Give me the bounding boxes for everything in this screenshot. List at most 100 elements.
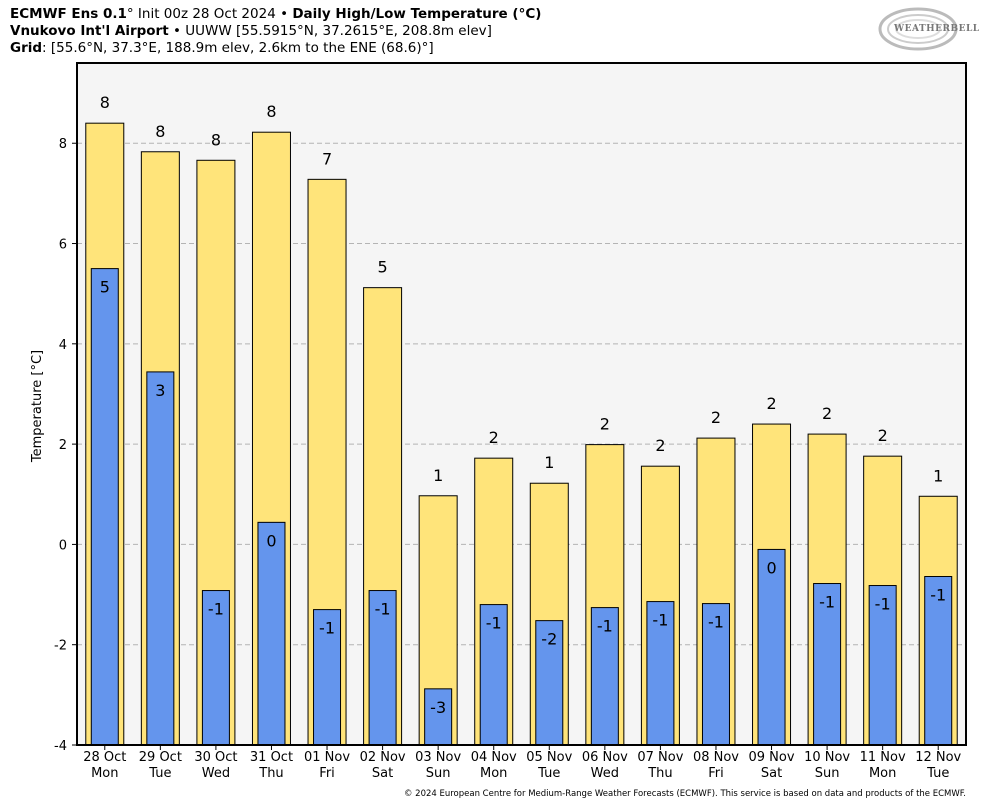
x-tick-label-date: 04 Nov [471, 750, 517, 765]
low-temp-label: -1 [652, 611, 668, 630]
x-tick-label-day: Thu [258, 766, 283, 781]
logo-text: WEATHERBELL [894, 24, 980, 34]
station-name: Vnukovo Int'l Airport [10, 23, 169, 39]
low-temp-label: -1 [319, 619, 335, 638]
x-tick-label-day: Sat [761, 766, 782, 781]
degree-symbol: ° [126, 6, 134, 22]
x-tick-label-date: 01 Nov [304, 750, 350, 765]
x-tick-label-date: 29 Oct [139, 750, 182, 765]
weatherbell-swirl-logo-icon [878, 7, 958, 51]
low-temp-label: 3 [155, 381, 165, 400]
grid-info: : [55.6°N, 37.3°E, 188.9m elev, 2.6km to… [42, 40, 434, 56]
low-temp-label: 0 [766, 558, 776, 577]
plot-frame [76, 62, 967, 746]
y-tick-label: -4 [54, 739, 67, 754]
chart-title: Daily High/Low Temperature (°C) [292, 6, 542, 22]
x-tick-label-day: Fri [708, 766, 724, 781]
y-tick-label: 4 [59, 338, 67, 353]
low-temp-label: -1 [597, 617, 613, 636]
high-temp-label: 2 [600, 415, 610, 434]
high-temp-label: 8 [100, 93, 110, 112]
low-temp-bar [257, 521, 286, 746]
low-temp-bar [590, 607, 619, 746]
station-info: • UUWW [55.5915°N, 37.2615°E, 208.8m ele… [168, 23, 492, 39]
low-temp-bar [646, 601, 675, 746]
chart-header-line-3: Grid: [55.6°N, 37.3°E, 188.9m elev, 2.6k… [10, 40, 434, 57]
low-temp-bar [535, 620, 564, 746]
y-tick-label: 2 [59, 438, 67, 453]
low-temp-bar [424, 688, 453, 746]
high-temp-label: 2 [822, 404, 832, 423]
low-temp-bar [201, 590, 230, 746]
low-temp-label: -1 [930, 586, 946, 605]
y-tick-label: 8 [59, 137, 67, 152]
high-temp-label: 2 [878, 426, 888, 445]
low-temp-bar [479, 604, 508, 746]
high-temp-label: 8 [266, 102, 276, 121]
x-tick-label-day: Tue [148, 766, 171, 781]
chart-header-line-1: ECMWF Ens 0.1° Init 00z 28 Oct 2024 • Da… [10, 6, 541, 23]
low-temp-label: -1 [486, 614, 502, 633]
grid-label: Grid [10, 40, 43, 56]
x-tick-label-date: 10 Nov [804, 750, 850, 765]
y-tick-label: 6 [59, 238, 67, 253]
x-tick-label-day: Tue [926, 766, 949, 781]
low-temp-label: -1 [375, 600, 391, 619]
high-temp-label: 2 [711, 408, 721, 427]
x-tick-label-date: 30 Oct [194, 750, 237, 765]
low-temp-label: -2 [541, 630, 557, 649]
low-temp-bar [90, 268, 119, 746]
low-temp-label: 5 [100, 278, 110, 297]
x-tick-label-day: Wed [202, 766, 230, 781]
x-tick-label-date: 08 Nov [693, 750, 739, 765]
low-temp-bar [313, 609, 342, 746]
y-tick-label: -2 [54, 639, 67, 654]
copyright-credit: © 2024 European Centre for Medium-Range … [403, 789, 966, 799]
high-temp-label: 5 [378, 258, 388, 277]
y-axis-label: Temperature [°C] [30, 350, 45, 463]
high-temp-label: 2 [766, 394, 776, 413]
x-tick-label-day: Tue [537, 766, 560, 781]
x-tick-label-day: Thu [647, 766, 672, 781]
x-tick-label-date: 31 Oct [250, 750, 293, 765]
x-tick-label-date: 05 Nov [526, 750, 572, 765]
chart-header-line-2: Vnukovo Int'l Airport • UUWW [55.5915°N,… [10, 23, 492, 40]
x-tick-label-day: Sat [372, 766, 393, 781]
init-time: Init 00z 28 Oct 2024 • [133, 6, 293, 22]
low-temp-bar [146, 371, 175, 746]
x-tick-label-date: 09 Nov [749, 750, 795, 765]
high-temp-label: 1 [433, 466, 443, 485]
x-tick-label-date: 11 Nov [860, 750, 906, 765]
low-temp-bar [813, 583, 842, 746]
y-tick-label: 0 [59, 538, 67, 553]
low-temp-bar [368, 590, 397, 746]
low-temp-label: -1 [819, 593, 835, 612]
x-tick-label-day: Fri [319, 766, 335, 781]
low-temp-bar [868, 585, 897, 746]
high-temp-label: 7 [322, 149, 332, 168]
x-tick-label-day: Wed [591, 766, 619, 781]
low-temp-label: -3 [430, 698, 446, 717]
x-tick-label-date: 28 Oct [83, 750, 126, 765]
x-tick-label-date: 03 Nov [415, 750, 461, 765]
x-tick-label-day: Mon [91, 766, 118, 781]
low-temp-bar [701, 603, 730, 746]
low-temp-label: 0 [266, 531, 276, 550]
x-tick-label-day: Sun [815, 766, 840, 781]
high-temp-label: 8 [211, 130, 221, 149]
low-temp-label: -1 [708, 613, 724, 632]
high-temp-label: 2 [489, 428, 499, 447]
x-tick-label-date: 07 Nov [637, 750, 683, 765]
high-temp-label: 1 [933, 466, 943, 485]
low-temp-label: -1 [875, 595, 891, 614]
x-tick-label-date: 02 Nov [360, 750, 406, 765]
x-tick-label-day: Mon [869, 766, 896, 781]
x-tick-label-day: Mon [480, 766, 507, 781]
high-temp-label: 2 [655, 436, 665, 455]
model-name: ECMWF Ens 0.1 [10, 6, 127, 22]
x-tick-label-day: Sun [426, 766, 451, 781]
high-temp-label: 8 [155, 122, 165, 141]
x-tick-label-date: 06 Nov [582, 750, 628, 765]
x-tick-label-date: 12 Nov [915, 750, 961, 765]
low-temp-bar [757, 548, 786, 746]
